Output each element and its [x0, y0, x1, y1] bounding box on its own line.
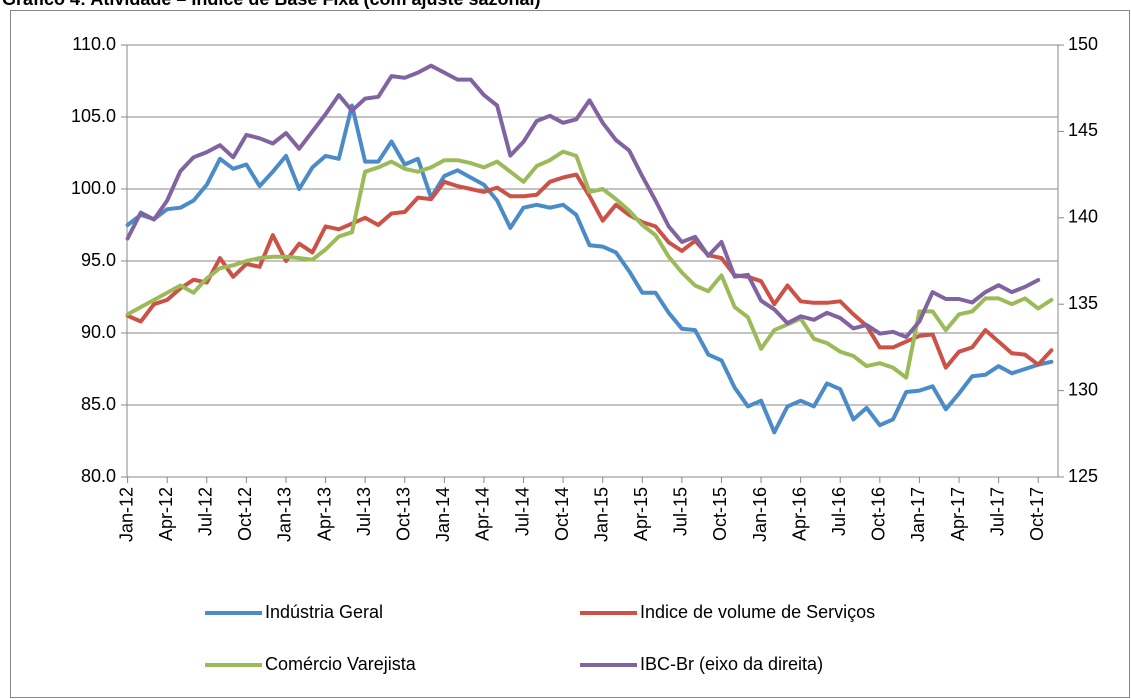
y-tick-label: 90.0 [81, 322, 116, 342]
x-tick-label: Jul-14 [512, 487, 532, 536]
x-tick-label: Apr-13 [314, 487, 334, 541]
y-tick-label: 105.0 [71, 106, 116, 126]
x-tick-label: Jan-15 [591, 487, 611, 542]
chart-frame [10, 10, 1130, 698]
legend-label: Indice de volume de Serviços [640, 602, 875, 622]
x-tick-label: Oct-15 [710, 487, 730, 541]
chart-title: Gráfico 4: Atividade – Índice de Base Fi… [2, 0, 541, 9]
x-tick-label: Jul-13 [354, 487, 374, 536]
x-tick-label: Oct-14 [552, 487, 572, 541]
y-tick-label: 80.0 [81, 466, 116, 486]
x-tick-label: Oct-12 [235, 487, 255, 541]
x-tick-label: Jan-13 [275, 487, 295, 542]
x-tick-label: Jan-17 [908, 487, 928, 542]
legend-label: Comércio Varejista [265, 654, 417, 674]
x-tick-label: Jul-12 [196, 487, 216, 536]
y-tick-label: 100.0 [71, 178, 116, 198]
x-tick-label: Oct-17 [1027, 487, 1047, 541]
x-tick-label: Oct-13 [393, 487, 413, 541]
y2-tick-label: 140 [1068, 207, 1098, 227]
y-tick-label: 95.0 [81, 250, 116, 270]
y2-tick-label: 130 [1068, 379, 1098, 399]
x-tick-label: Jan-14 [433, 487, 453, 542]
x-tick-label: Apr-15 [631, 487, 651, 541]
y2-tick-label: 135 [1068, 293, 1098, 313]
y2-tick-label: 150 [1068, 34, 1098, 54]
y-tick-label: 110.0 [72, 34, 116, 54]
x-tick-label: Jul-16 [829, 487, 849, 536]
x-tick-label: Apr-12 [156, 487, 176, 541]
x-tick-label: Jul-15 [671, 487, 691, 536]
x-tick-label: Apr-14 [473, 487, 493, 541]
y2-tick-label: 125 [1068, 466, 1098, 486]
x-tick-label: Apr-17 [948, 487, 968, 541]
series-line [125, 172, 1054, 370]
series-line [125, 63, 1041, 339]
series-line [125, 103, 1054, 435]
x-tick-label: Oct-16 [869, 487, 889, 541]
y2-tick-label: 145 [1068, 120, 1098, 140]
x-tick-label: Jan-12 [116, 487, 136, 542]
legend-label: IBC-Br (eixo da direita) [640, 654, 823, 674]
y-tick-label: 85.0 [81, 394, 116, 414]
x-tick-label: Jan-16 [750, 487, 770, 542]
x-tick-label: Jul-17 [987, 487, 1007, 536]
x-tick-label: Apr-16 [789, 487, 809, 541]
legend-label: Indústria Geral [265, 602, 383, 622]
series-line [125, 149, 1054, 380]
